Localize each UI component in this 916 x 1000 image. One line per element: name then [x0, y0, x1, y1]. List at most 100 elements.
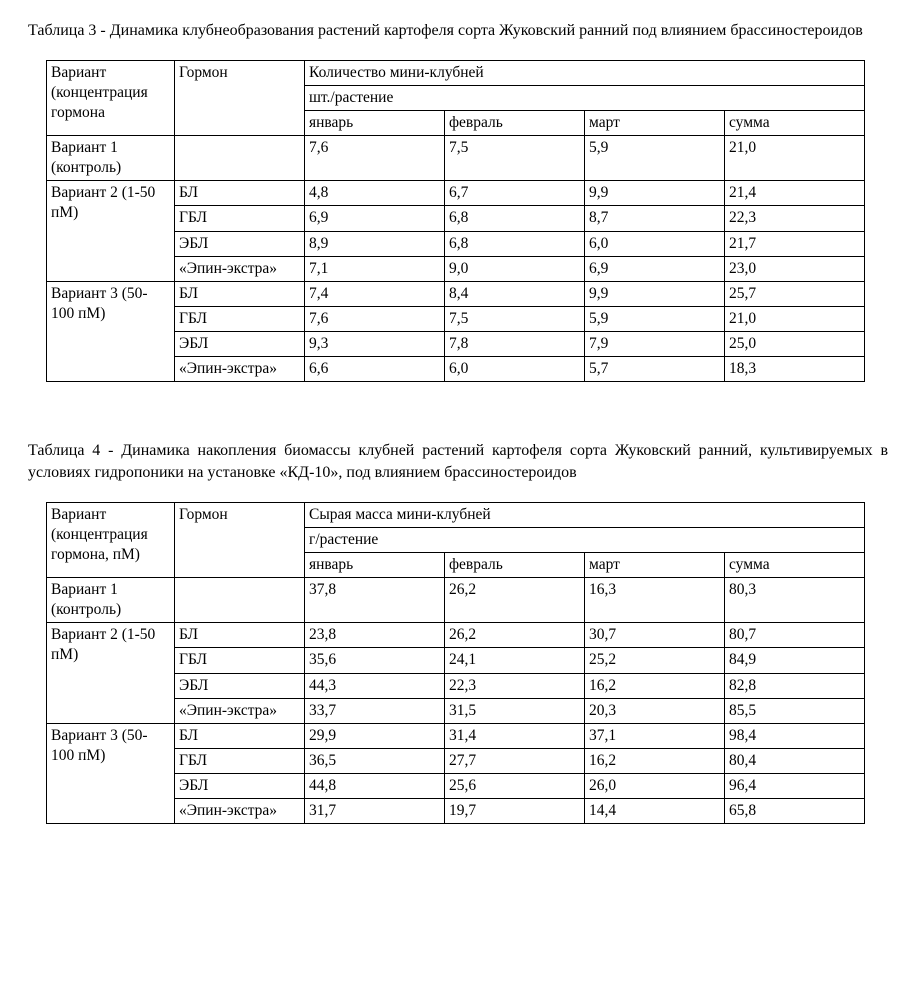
variant-label: Вариант 1 (контроль) — [47, 578, 175, 623]
cell-mar: 6,9 — [585, 256, 725, 281]
cell-feb: 19,7 — [445, 799, 585, 824]
table3-caption: Таблица 3 - Динамика клубнеобразования р… — [28, 20, 888, 42]
cell-sum: 82,8 — [725, 673, 865, 698]
cell-mar: 5,9 — [585, 307, 725, 332]
cell-jan: 7,6 — [305, 307, 445, 332]
cell-hormone — [175, 578, 305, 623]
header-jan: январь — [305, 110, 445, 135]
cell-hormone: ГБЛ — [175, 648, 305, 673]
cell-mar: 9,9 — [585, 281, 725, 306]
table-row: Вариант 3 (50-100 пМ) БЛ 7,4 8,4 9,9 25,… — [47, 281, 865, 306]
header-variant: Вариант (концентрация гормона, пМ) — [47, 502, 175, 577]
cell-sum: 96,4 — [725, 774, 865, 799]
cell-feb: 27,7 — [445, 749, 585, 774]
cell-jan: 23,8 — [305, 623, 445, 648]
variant-label: Вариант 1 (контроль) — [47, 136, 175, 181]
cell-sum: 80,4 — [725, 749, 865, 774]
cell-sum: 80,3 — [725, 578, 865, 623]
header-sum: сумма — [725, 552, 865, 577]
cell-mar: 5,9 — [585, 136, 725, 181]
cell-sum: 23,0 — [725, 256, 865, 281]
cell-mar: 30,7 — [585, 623, 725, 648]
cell-jan: 7,4 — [305, 281, 445, 306]
cell-hormone: ЭБЛ — [175, 332, 305, 357]
cell-sum: 25,0 — [725, 332, 865, 357]
cell-jan: 44,3 — [305, 673, 445, 698]
cell-feb: 7,5 — [445, 136, 585, 181]
cell-jan: 37,8 — [305, 578, 445, 623]
cell-mar: 9,9 — [585, 181, 725, 206]
cell-mar: 25,2 — [585, 648, 725, 673]
cell-mar: 16,2 — [585, 673, 725, 698]
cell-feb: 6,8 — [445, 206, 585, 231]
table4-caption: Таблица 4 - Динамика накопления биомассы… — [28, 440, 888, 483]
cell-sum: 21,7 — [725, 231, 865, 256]
cell-hormone: БЛ — [175, 723, 305, 748]
cell-feb: 9,0 — [445, 256, 585, 281]
variant-label: Вариант 2 (1-50 пМ) — [47, 181, 175, 282]
header-hormone: Гормон — [175, 60, 305, 135]
cell-jan: 36,5 — [305, 749, 445, 774]
header-mar: март — [585, 552, 725, 577]
cell-hormone: БЛ — [175, 281, 305, 306]
cell-feb: 31,5 — [445, 698, 585, 723]
cell-jan: 8,9 — [305, 231, 445, 256]
table-row: Вариант 2 (1-50 пМ) БЛ 23,8 26,2 30,7 80… — [47, 623, 865, 648]
header-feb: февраль — [445, 110, 585, 135]
variant-label: Вариант 3 (50-100 пМ) — [47, 281, 175, 382]
cell-feb: 25,6 — [445, 774, 585, 799]
cell-jan: 6,9 — [305, 206, 445, 231]
cell-jan: 7,1 — [305, 256, 445, 281]
header-sum: сумма — [725, 110, 865, 135]
cell-feb: 6,8 — [445, 231, 585, 256]
cell-sum: 65,8 — [725, 799, 865, 824]
cell-jan: 7,6 — [305, 136, 445, 181]
header-top: Сырая масса мини-клубней — [305, 502, 865, 527]
cell-mar: 16,2 — [585, 749, 725, 774]
cell-jan: 6,6 — [305, 357, 445, 382]
cell-feb: 8,4 — [445, 281, 585, 306]
cell-mar: 37,1 — [585, 723, 725, 748]
cell-sum: 85,5 — [725, 698, 865, 723]
cell-jan: 4,8 — [305, 181, 445, 206]
cell-mar: 7,9 — [585, 332, 725, 357]
cell-jan: 29,9 — [305, 723, 445, 748]
cell-hormone: ЭБЛ — [175, 231, 305, 256]
cell-jan: 44,8 — [305, 774, 445, 799]
cell-mar: 26,0 — [585, 774, 725, 799]
cell-hormone: «Эпин-экстра» — [175, 698, 305, 723]
table-row: Вариант (концентрация гормона Гормон Кол… — [47, 60, 865, 85]
cell-mar: 6,0 — [585, 231, 725, 256]
table-row: Вариант (концентрация гормона, пМ) Гормо… — [47, 502, 865, 527]
variant-label: Вариант 2 (1-50 пМ) — [47, 623, 175, 724]
cell-sum: 21,4 — [725, 181, 865, 206]
cell-feb: 26,2 — [445, 578, 585, 623]
cell-feb: 7,5 — [445, 307, 585, 332]
cell-mar: 14,4 — [585, 799, 725, 824]
table3: Вариант (концентрация гормона Гормон Кол… — [46, 60, 865, 383]
header-unit: г/растение — [305, 527, 865, 552]
cell-jan: 9,3 — [305, 332, 445, 357]
cell-hormone: «Эпин-экстра» — [175, 799, 305, 824]
cell-sum: 21,0 — [725, 136, 865, 181]
cell-jan: 33,7 — [305, 698, 445, 723]
cell-feb: 31,4 — [445, 723, 585, 748]
header-hormone: Гормон — [175, 502, 305, 577]
cell-feb: 7,8 — [445, 332, 585, 357]
cell-hormone: ГБЛ — [175, 307, 305, 332]
header-variant: Вариант (концентрация гормона — [47, 60, 175, 135]
table-row: Вариант 3 (50-100 пМ) БЛ 29,9 31,4 37,1 … — [47, 723, 865, 748]
cell-hormone: ГБЛ — [175, 206, 305, 231]
cell-jan: 35,6 — [305, 648, 445, 673]
table-row: Вариант 1 (контроль) 37,8 26,2 16,3 80,3 — [47, 578, 865, 623]
cell-hormone: «Эпин-экстра» — [175, 256, 305, 281]
cell-feb: 22,3 — [445, 673, 585, 698]
cell-sum: 18,3 — [725, 357, 865, 382]
cell-sum: 98,4 — [725, 723, 865, 748]
cell-hormone — [175, 136, 305, 181]
header-jan: январь — [305, 552, 445, 577]
table4: Вариант (концентрация гормона, пМ) Гормо… — [46, 502, 865, 825]
header-unit: шт./растение — [305, 85, 865, 110]
cell-mar: 5,7 — [585, 357, 725, 382]
table-row: Вариант 1 (контроль) 7,6 7,5 5,9 21,0 — [47, 136, 865, 181]
